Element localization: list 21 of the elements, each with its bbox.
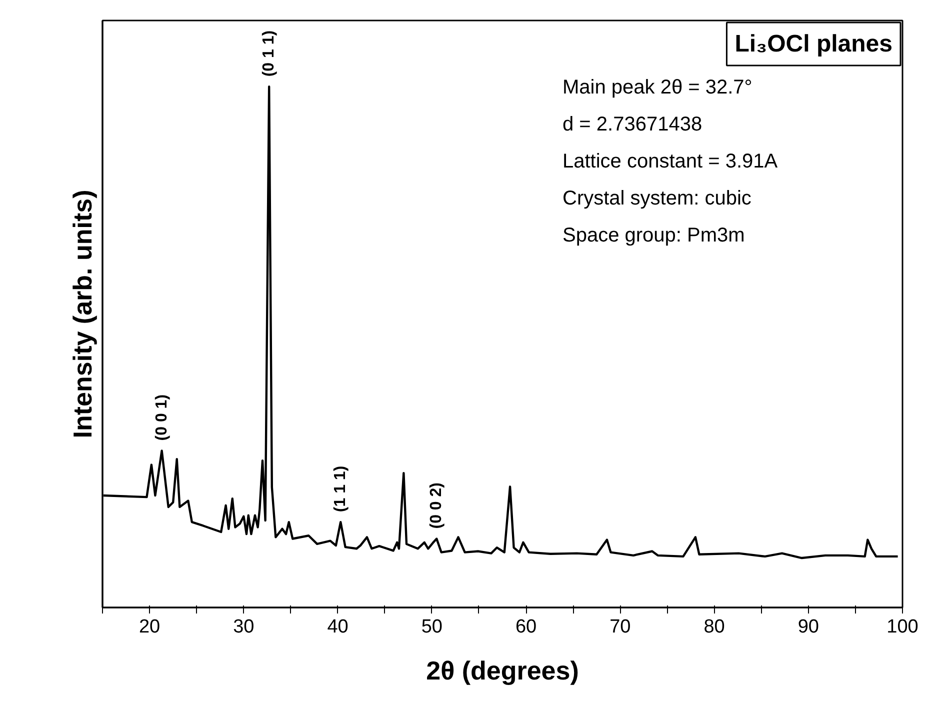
annotation: (0 0 2) [428,482,446,529]
x-tick-label: 70 [610,616,631,638]
annotation: (0 0 1) [153,394,170,441]
x-tick-label: 100 [886,616,918,638]
x-tick-label: 20 [138,616,160,638]
x-tick-label: 30 [233,616,254,638]
chart-title: Li₃OCl planes [734,30,893,58]
annotation: (0 1 1) [260,30,278,77]
y-axis-title: Intensity (arb. units) [68,190,98,438]
annotation: Space group: Pm3m [562,224,745,246]
x-tick-label: 80 [704,616,725,638]
annotation: (1 1 1) [332,466,350,512]
x-tick-label: 50 [421,616,442,638]
x-tick-label: 60 [515,616,537,638]
x-tick-label: 40 [327,616,348,638]
x-axis-title: 2θ (degrees) [426,656,579,686]
annotation: d = 2.73671438 [562,114,702,136]
annotation: Lattice constant = 3.91A [562,150,778,172]
annotation: Crystal system: cubic [562,188,752,210]
annotation: Main peak 2θ = 32.7° [562,76,752,98]
x-tick-label: 90 [798,616,819,638]
